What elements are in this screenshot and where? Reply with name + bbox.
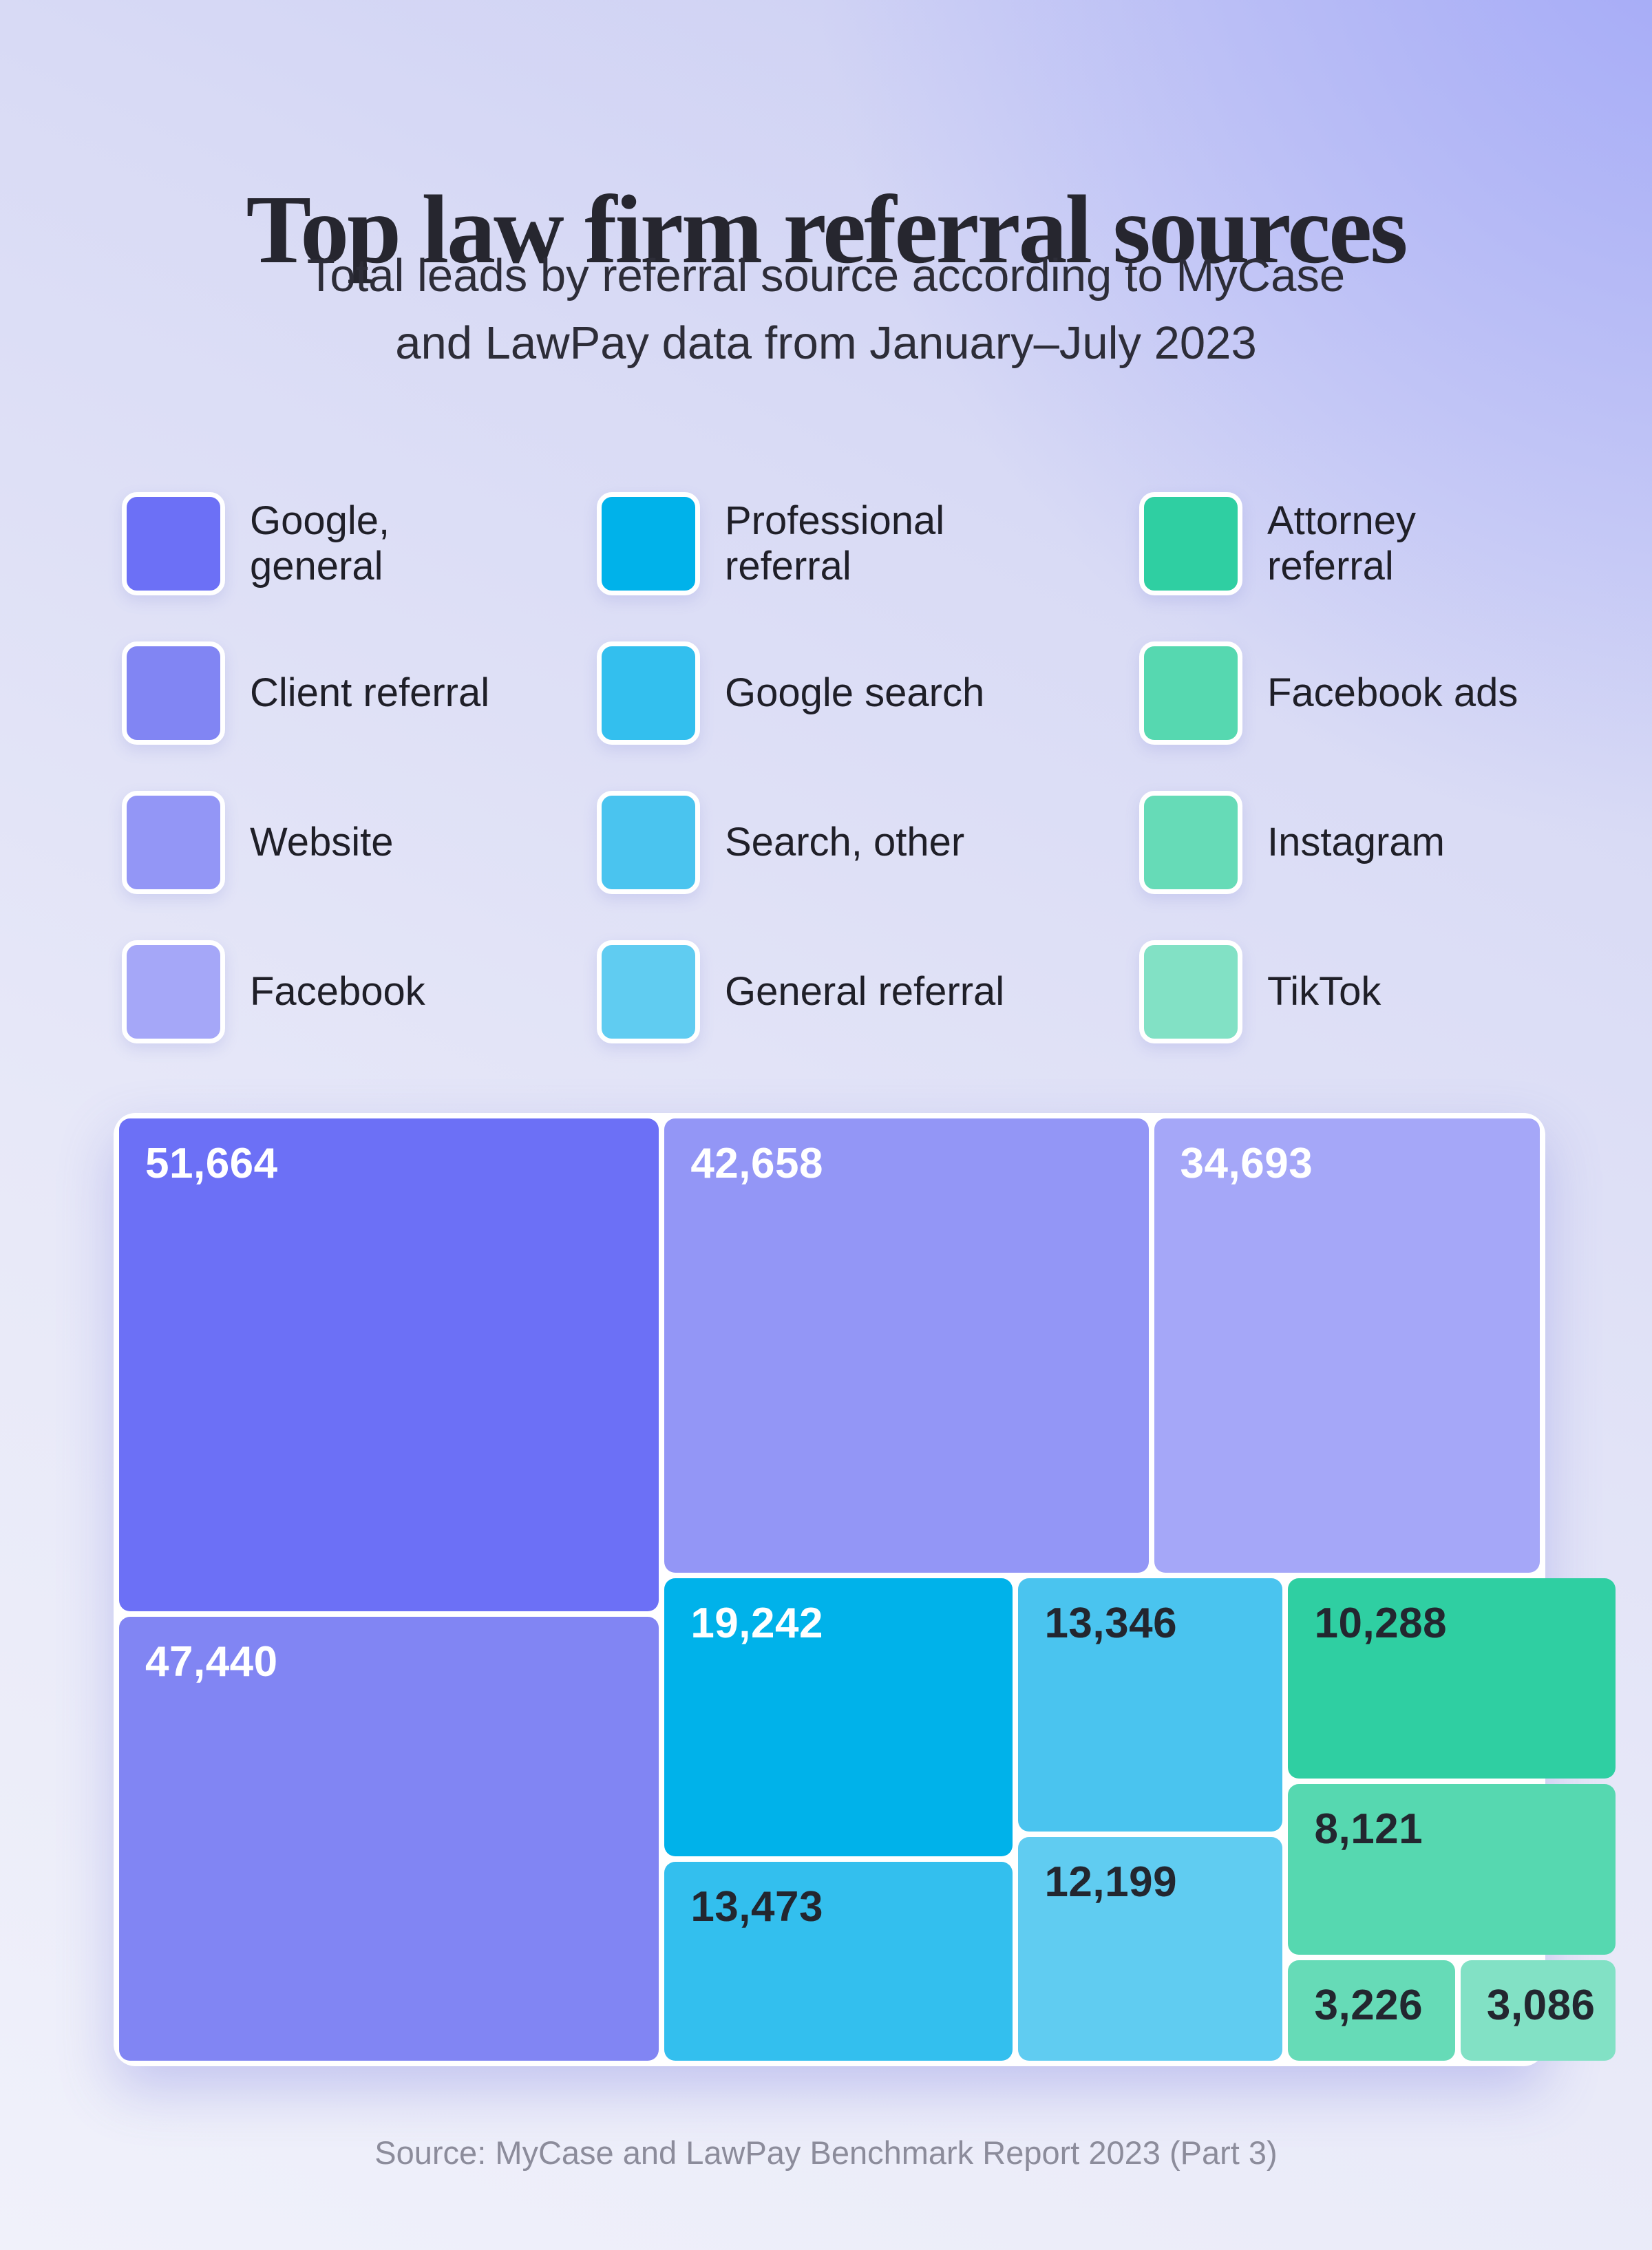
legend-swatch-tiktok [1139, 940, 1242, 1043]
legend-item-search-other: Search, other [597, 791, 1139, 894]
legend-swatch-search-other [597, 791, 700, 894]
legend-item-google-search: Google search [597, 641, 1139, 745]
treemap-cell-instagram: 3,226 [1288, 1960, 1455, 2061]
legend-item-professional-referral: Professional referral [597, 492, 1139, 595]
treemap-cell-client-referral: 47,440 [119, 1616, 659, 2061]
legend-swatch-instagram [1139, 791, 1242, 894]
legend-label-line: Facebook ads [1267, 670, 1518, 715]
legend-swatch-attorney-referral [1139, 492, 1242, 595]
treemap-subcolumn-c: 10,288 8,121 3,226 3,086 [1288, 1578, 1616, 2061]
treemap-cell-search-other: 13,346 [1018, 1578, 1283, 1832]
legend-label-line: Google, [250, 498, 390, 543]
legend-label-line: TikTok [1267, 969, 1381, 1014]
legend-item-general-referral: General referral [597, 940, 1139, 1043]
treemap-cell-facebook: 34,693 [1154, 1118, 1540, 1573]
legend-label: TikTok [1267, 969, 1381, 1015]
subtitle-line-2: and LawPay data from January–July 2023 [395, 317, 1257, 369]
legend-swatch-website [122, 791, 225, 894]
page-subtitle: Total leads by referral source according… [0, 242, 1652, 377]
legend-label: Professional referral [725, 498, 944, 589]
treemap-cell-facebook-ads: 8,121 [1288, 1783, 1616, 1955]
source-note: Source: MyCase and LawPay Benchmark Repo… [374, 2134, 1278, 2171]
legend-label: General referral [725, 969, 1004, 1015]
legend-label: Facebook ads [1267, 670, 1518, 716]
legend-swatch-client-referral [122, 641, 225, 745]
legend-label-line: Search, other [725, 820, 965, 864]
treemap-chart: 51,664 47,440 42,658 34,693 19,242 13,47… [114, 1113, 1616, 2066]
legend-label: Instagram [1267, 820, 1445, 865]
legend-swatch-professional-referral [597, 492, 700, 595]
treemap-bottom-band: 19,242 13,473 13,346 12,199 10,288 8,121… [664, 1578, 1616, 2061]
legend-label-line: Client referral [250, 670, 490, 715]
legend-label-line: Website [250, 820, 394, 864]
legend-item-instagram: Instagram [1139, 791, 1535, 894]
legend-label: Website [250, 820, 393, 865]
treemap-cell-website: 42,658 [664, 1118, 1149, 1573]
treemap-column-left: 51,664 47,440 [119, 1118, 659, 2061]
treemap-cell-google-search: 13,473 [664, 1862, 1013, 2061]
legend-swatch-google-search [597, 641, 700, 745]
legend-item-facebook: Facebook [122, 940, 597, 1043]
legend-item-google-general: Google, general [122, 492, 597, 595]
legend-label: Google search [725, 670, 984, 716]
treemap-cell-tiktok: 3,086 [1460, 1960, 1616, 2061]
treemap-bottom-row: 3,226 3,086 [1288, 1960, 1616, 2061]
legend-item-website: Website [122, 791, 597, 894]
legend-label: Attorney referral [1267, 498, 1416, 589]
legend-label: Client referral [250, 670, 489, 716]
legend-label-line: referral [725, 544, 851, 588]
legend-label-line: Professional [725, 498, 945, 543]
legend-item-attorney-referral: Attorney referral [1139, 492, 1535, 595]
legend-swatch-facebook-ads [1139, 641, 1242, 745]
legend-item-client-referral: Client referral [122, 641, 597, 745]
legend-label: Search, other [725, 820, 964, 865]
legend-label-line: general [250, 544, 383, 588]
treemap-subcolumn-a: 19,242 13,473 [664, 1578, 1013, 2061]
legend-label-line: Facebook [250, 969, 425, 1014]
legend-label-line: Instagram [1267, 820, 1445, 864]
legend-label-line: referral [1267, 544, 1394, 588]
legend-label: Facebook [250, 969, 425, 1015]
page-title: Top law firm referral sources [246, 175, 1408, 284]
legend-label-line: Google search [725, 670, 985, 715]
legend: Google, general Professional referral At… [122, 492, 1535, 1043]
treemap-cell-general-referral: 12,199 [1018, 1836, 1283, 2061]
legend-item-tiktok: TikTok [1139, 940, 1535, 1043]
legend-swatch-google-general [122, 492, 225, 595]
treemap-subcolumn-b: 13,346 12,199 [1018, 1578, 1283, 2061]
legend-swatch-facebook [122, 940, 225, 1043]
treemap-top-band: 42,658 34,693 [664, 1118, 1540, 1573]
legend-label: Google, general [250, 498, 390, 589]
legend-label-line: Attorney [1267, 498, 1416, 543]
treemap-cell-google-general: 51,664 [119, 1118, 659, 1611]
subtitle-line-1: Total leads by referral source according… [306, 250, 1346, 301]
treemap-cell-attorney-referral: 10,288 [1288, 1578, 1616, 1779]
legend-label-line: General referral [725, 969, 1005, 1014]
legend-swatch-general-referral [597, 940, 700, 1043]
treemap-cell-professional-referral: 19,242 [664, 1578, 1013, 1857]
legend-item-facebook-ads: Facebook ads [1139, 641, 1535, 745]
treemap-column-right: 42,658 34,693 19,242 13,473 13,346 12,19… [664, 1118, 1616, 2061]
